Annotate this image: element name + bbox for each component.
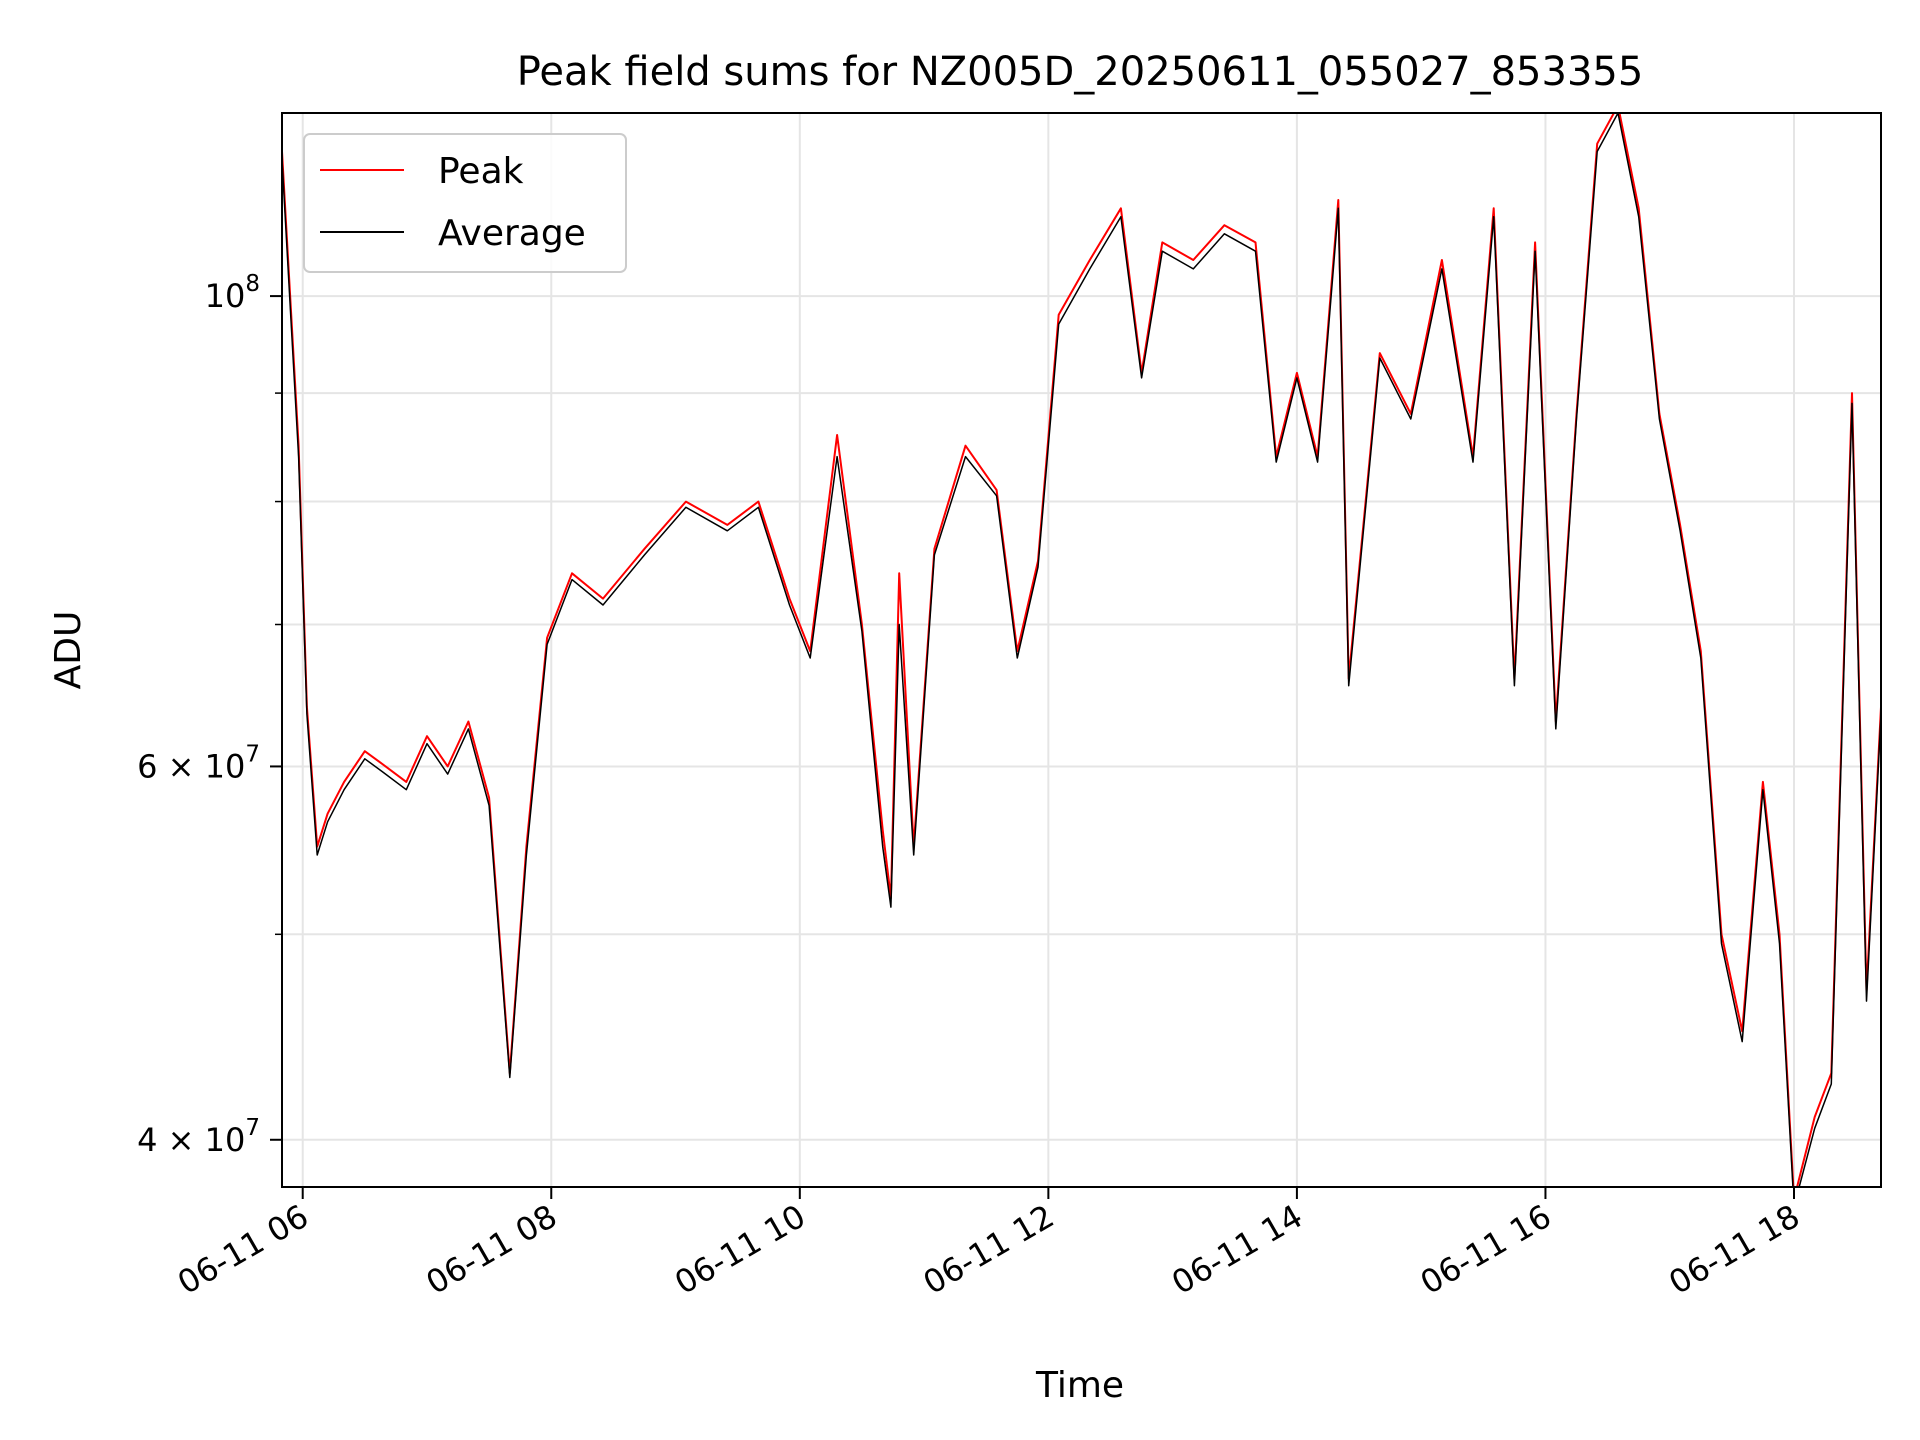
legend-label-average: Average [438,213,586,254]
y-tick-label-base: 4 × 10 [137,1121,245,1159]
y-tick-label: 4 × 107 [137,1115,260,1159]
y-tick-label-base: 10 [205,277,246,315]
y-tick-label-exponent: 7 [245,741,260,767]
series-layer [282,113,1881,1187]
legend-box [303,133,627,273]
y-tick-label-base: 6 × 10 [137,747,245,785]
y-tick-label: 6 × 107 [137,741,260,785]
x-axis-label: Time [1035,1365,1124,1406]
plot-frame [281,112,1882,1188]
chart-title: Peak field sums for NZ005D_20250611_0550… [517,49,1644,95]
legend: Peak Average [303,133,627,273]
y-axis-label: ADU [48,611,89,690]
y-tick-label-exponent: 7 [245,1115,260,1141]
legend-label-peak: Peak [438,151,524,192]
grid [282,113,1881,1187]
y-tick-label-exponent: 8 [245,271,260,297]
series-line-average [282,113,1881,1187]
y-tick-label: 108 [205,271,260,315]
